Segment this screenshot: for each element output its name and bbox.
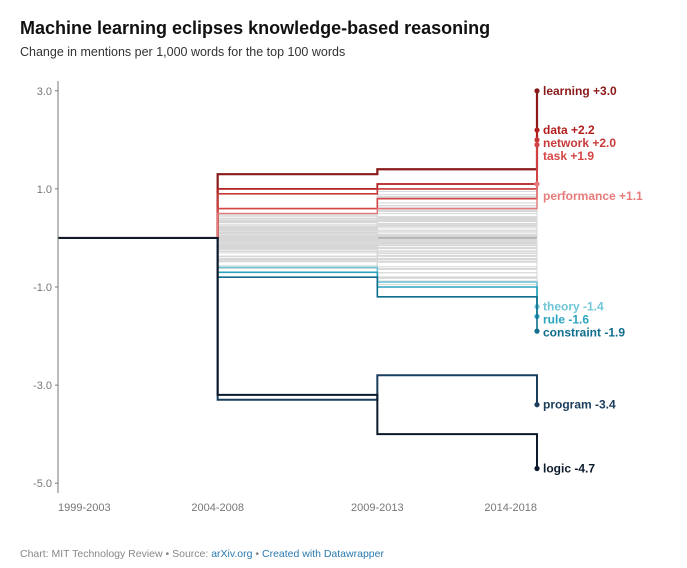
- chart-footer: Chart: MIT Technology Review • Source: a…: [20, 548, 384, 560]
- footer-sep: •: [255, 548, 262, 560]
- series-theory-label: theory -1.4: [543, 300, 604, 314]
- x-tick-label: 2009-2013: [351, 502, 404, 514]
- series-data-label: data +2.2: [543, 123, 595, 137]
- chart-svg: -5.0 -3.0 -1.0 1.0 3.0 1999-2003 2004-2008 2009…: [20, 73, 667, 523]
- chart-title: Machine learning eclipses knowledge-base…: [20, 18, 667, 39]
- series-task-label: task +1.9: [543, 149, 594, 163]
- series-network-dot: [534, 137, 539, 142]
- y-tick-label: -1.0: [33, 282, 52, 294]
- y-tick-label: 1.0: [37, 184, 52, 196]
- y-tick-label: -5.0: [33, 478, 52, 490]
- series-data-dot: [534, 127, 539, 132]
- x-tick-label: 1999-2003: [58, 502, 111, 514]
- footer-link-datawrapper[interactable]: Created with Datawrapper: [262, 548, 384, 560]
- chart-plot-area: -5.0 -3.0 -1.0 1.0 3.0 1999-2003 2004-2008 2009…: [20, 73, 667, 523]
- footer-link-arxiv[interactable]: arXiv.org: [211, 548, 252, 560]
- series-performance-label: performance +1.1: [543, 189, 643, 203]
- chart-subtitle: Change in mentions per 1,000 words for t…: [20, 45, 667, 59]
- series-rule-label: rule -1.6: [543, 313, 589, 327]
- series-task-dot: [534, 142, 539, 147]
- footer-prefix: Chart: MIT Technology Review • Source:: [20, 548, 211, 560]
- x-tick-label: 2004-2008: [191, 502, 244, 514]
- x-tick-label: 2014-2018: [484, 502, 537, 514]
- series-constraint-label: constraint -1.9: [543, 326, 625, 340]
- y-tick-label: -3.0: [33, 380, 52, 392]
- series-constraint-dot: [534, 329, 539, 334]
- series-learning-label: learning +3.0: [543, 84, 617, 98]
- series-program: [58, 238, 537, 405]
- series-program-dot: [534, 402, 539, 407]
- series-network-label: network +2.0: [543, 136, 616, 150]
- series-logic-dot: [534, 466, 539, 471]
- y-tick-label: 3.0: [37, 86, 52, 98]
- series-program-label: program -3.4: [543, 398, 616, 412]
- series-logic-label: logic -4.7: [543, 461, 595, 475]
- series-performance-dot: [534, 181, 539, 186]
- series-learning-dot: [534, 88, 539, 93]
